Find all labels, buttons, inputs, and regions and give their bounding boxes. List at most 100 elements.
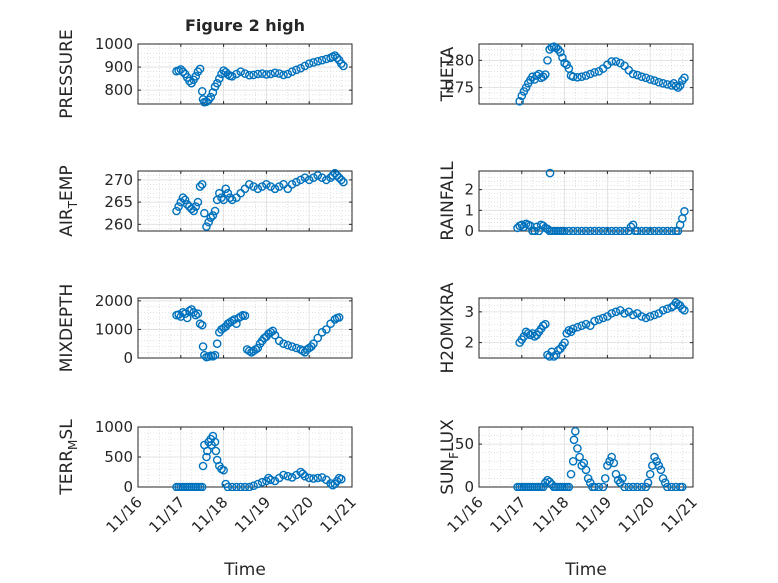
data-point [208,88,218,97]
data-point [652,456,661,466]
y-axis-label-main: MIXDEPTH [57,284,77,373]
data-point [654,226,664,235]
data-point [322,175,331,185]
data-point [187,204,196,214]
data-point [607,226,616,235]
y-tick-label: 50 [455,435,474,453]
y-axis-label-rest: SL [57,419,77,440]
data-point [334,173,344,182]
data-point [174,310,183,319]
data-point [573,322,582,332]
data-point [569,435,579,445]
y-axis-label-main: SUN [438,459,458,495]
y-tick-label: 0 [464,478,474,496]
series-markers [172,305,344,362]
data-point [330,315,340,324]
data-point [573,72,582,82]
data-point [212,78,222,88]
data-point [620,309,629,318]
data-point [195,319,205,329]
data-point [313,473,323,483]
y-tick-label: 1 [464,201,474,219]
data-point [675,81,685,90]
data-point [232,69,241,79]
data-point [287,342,297,351]
data-point [581,319,591,329]
data-point [611,226,621,235]
data-point [671,482,681,491]
data-point [667,226,676,235]
x-axis-label: Time [223,560,266,580]
data-point [232,319,241,329]
data-point [577,226,587,235]
data-point [296,175,305,185]
axes-box [137,170,353,232]
data-point [208,211,218,220]
data-point [611,307,621,317]
data-point [585,478,595,488]
data-point [197,87,207,96]
y-axis-label-main: THETA [438,46,458,102]
data-point [262,180,271,189]
data-point [678,482,687,491]
data-point [266,475,275,485]
data-point [322,325,331,334]
data-point [517,220,527,230]
y-axis-label-subscript: M [66,440,80,450]
y-axis-label-subscript: F [447,452,461,459]
data-point [656,465,666,475]
data-point [543,475,552,485]
data-point [538,321,548,330]
data-point [339,61,348,71]
data-point [530,226,539,235]
data-point [568,226,578,235]
data-point [545,168,555,178]
data-point [274,182,284,191]
data-point [313,333,323,343]
data-point [620,61,629,71]
data-point [521,83,531,92]
data-point [650,76,659,85]
data-point [609,458,619,468]
data-point [185,76,194,86]
series-markers [513,168,689,235]
data-point [598,313,608,323]
data-point [334,313,344,322]
axes-box [137,43,353,105]
data-point [198,461,208,471]
data-point [618,474,627,483]
data-point [615,58,625,68]
series-markers [515,42,689,106]
y-tick-label: 2000 [95,292,133,310]
data-point [298,469,308,479]
data-point [658,226,668,235]
data-point [240,184,250,194]
data-point [637,312,646,321]
data-point [650,226,659,235]
data-point [191,72,201,81]
data-point [197,320,207,330]
y-axis-label-main: TERR [57,450,77,496]
data-point [304,343,314,353]
data-point [545,477,554,487]
data-point [590,316,599,326]
data-point [257,182,267,191]
series-markers [172,51,348,107]
data-point [541,70,550,79]
data-point [176,65,186,74]
data-point [227,195,237,205]
data-point [287,473,297,482]
data-point [253,479,263,489]
data-point [249,182,258,191]
data-point [210,437,220,447]
data-point [560,338,569,347]
data-point [253,343,263,353]
data-point [594,482,604,491]
data-point [581,71,591,80]
x-axis-label: Time [564,560,607,580]
data-point [543,56,552,65]
data-point [594,226,604,235]
data-point [296,63,305,73]
